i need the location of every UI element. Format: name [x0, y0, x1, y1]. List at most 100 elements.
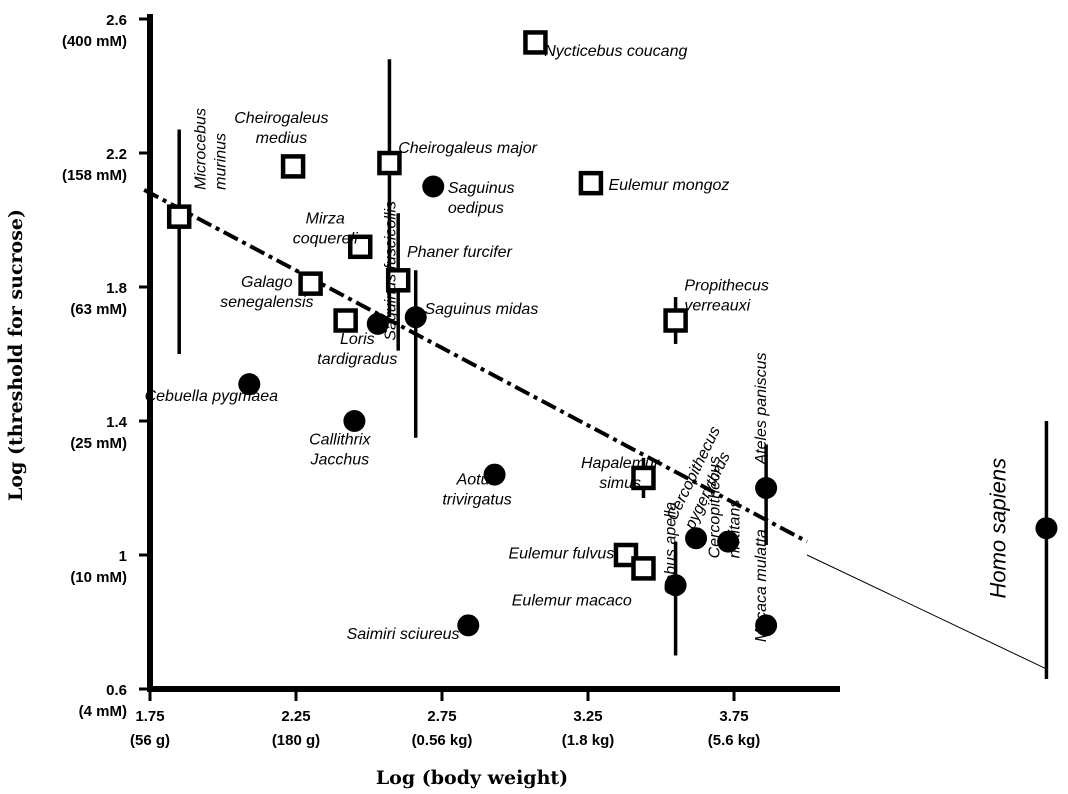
point-cercopithecus-nictitans: [717, 530, 740, 553]
label-line: murinus: [212, 133, 229, 190]
label-hapalemur-simus: Hapalemur simus: [581, 455, 660, 492]
label-line: oedipus: [448, 200, 504, 217]
point-microcebus-murinus: [166, 204, 192, 229]
point-cebuella-pygmaea: [238, 373, 261, 396]
label-line: Cercopithecus: [706, 456, 723, 558]
label-line: Macaca mulatta: [753, 529, 770, 642]
point-ateles-paniscus: [755, 477, 778, 499]
label-cebuella-pygmaea: Cebuella pygmaea: [145, 388, 279, 405]
label-eulemur-fulvus: Eulemur fulvus: [508, 545, 614, 562]
label-mirza-coquereli: Mirza coquereli: [293, 210, 358, 247]
y-tick-label: 2.2: [106, 146, 127, 163]
label-line: Cebus apella: [663, 502, 680, 596]
point-eulemur-macaco: [631, 556, 656, 581]
x-tick-label: 3.75: [719, 708, 748, 725]
label-line: verreauxi: [684, 297, 750, 314]
point-loris-tardigradus: [333, 308, 358, 333]
label-phaner-furcifer: Phaner furcifer: [407, 244, 513, 261]
label-line: Mirza: [306, 210, 345, 227]
label-cheirogaleus-medius: Cheirogaleus medius: [234, 110, 328, 147]
label-aotus-trivirgatus: Aotus trivirgatus: [442, 472, 511, 509]
y-tick-sublabel: (10 mM): [70, 569, 127, 586]
y-tick-label: 1.4: [106, 414, 128, 431]
label-line: Eulemur mongoz: [608, 177, 729, 194]
y-tick-label: 0.6: [106, 682, 127, 699]
label-line: medius: [256, 130, 308, 147]
label-line: tardigradus: [317, 351, 397, 368]
label-line: Loris: [340, 331, 375, 348]
label-macaca-mulatta: Macaca mulatta: [753, 529, 770, 642]
x-tick-sublabel: (1.8 kg): [562, 732, 615, 749]
point-eulemur-mongoz: [578, 170, 604, 196]
y-tick-sublabel: (158 mM): [62, 167, 127, 184]
label-saimiri-sciureus: Saimiri sciureus: [347, 626, 460, 643]
x-tick-sublabel: (0.56 kg): [412, 732, 473, 749]
label-eulemur-mongoz: Eulemur mongoz: [608, 177, 729, 194]
point-hapalemur-simus: [631, 465, 656, 491]
label-cercopithecus-nictitans: Cercopithecus nictitans: [706, 456, 743, 558]
tick-labels: 2.6 (400 mM) 2.2 (158 mM) 1.8 (63 mM) 1.4 (25 m…: [62, 12, 760, 749]
y-tick-label: 1.8: [106, 280, 127, 297]
label-line: Propithecus: [684, 277, 769, 294]
label-homo-sapiens: Homo sapiens: [986, 458, 1011, 599]
point-eulemur-fulvus: [613, 542, 639, 568]
x-tick-sublabel: (180 g): [272, 732, 320, 749]
point-phaner-furcifer: [385, 268, 411, 293]
point-cheirogaleus-medius: [280, 154, 306, 179]
label-line: Homo sapiens: [986, 458, 1011, 599]
label-line: Aotus: [456, 472, 498, 489]
x-tick-label: 2.75: [427, 708, 456, 725]
label-microcebus-murinus: Microcebus murinus: [192, 108, 229, 190]
label-saguinus-oedipus: Saguinus oedipus: [448, 180, 515, 217]
regression-lines: [143, 188, 1047, 670]
label-line: Saguinus: [448, 180, 515, 197]
point-cheirogaleus-major: [377, 150, 402, 176]
x-tick-label: 3.25: [573, 708, 602, 725]
label-line: coquereli: [293, 230, 358, 247]
label-propithecus-verreauxi: Propithecus verreauxi: [684, 277, 769, 314]
y-tick-sublabel: (400 mM): [62, 33, 127, 50]
y-tick-label: 2.6: [106, 12, 127, 29]
x-axis-title: Log (body weight): [376, 767, 568, 789]
point-homo-sapiens: [1035, 517, 1058, 540]
x-tick-label: 1.75: [135, 708, 164, 725]
axes: [139, 14, 840, 701]
label-line: nictitans: [726, 500, 743, 559]
label-line: Eulemur fulvus: [508, 545, 614, 562]
label-line: Ateles paniscus: [753, 352, 770, 465]
label-callithrix-jacchus: Callithrix Jacchus: [309, 431, 371, 468]
point-macaca-mulatta: [755, 614, 778, 637]
label-line: Nycticebus coucang: [544, 43, 687, 60]
point-saimiri-sciureus: [457, 614, 480, 637]
point-saguinus-fuscicollis: [366, 312, 389, 335]
point-saguinus-oedipus: [422, 175, 445, 198]
label-line: Jacchus: [309, 451, 369, 468]
x-tick-sublabel: (5.6 kg): [708, 732, 761, 749]
label-line: Saguinus fuscicollis: [382, 201, 399, 341]
point-galago-senegalensis: [298, 271, 323, 296]
label-saguinus-midas: Saguinus midas: [424, 301, 538, 318]
point-mirza-coquereli: [347, 234, 373, 260]
label-cheirogaleus-major: Cheirogaleus major: [398, 140, 537, 157]
point-cebus-apella: [664, 574, 687, 597]
point-aotus-trivirgatus: [483, 463, 506, 486]
point-callithrix-jacchus: [343, 410, 366, 432]
y-tick-sublabel: (25 mM): [70, 435, 127, 452]
point-propithecus-verreauxi: [663, 308, 688, 333]
label-line: Hapalemur: [581, 455, 660, 472]
regression-line: [143, 188, 808, 544]
label-eulemur-macaco: Eulemur macaco: [512, 592, 632, 609]
label-line: simus: [599, 475, 641, 492]
label-nycticebus-coucang: Nycticebus coucang: [544, 43, 687, 60]
y-tick-label: 1: [119, 548, 127, 565]
y-tick-sublabel: (63 mM): [70, 301, 127, 318]
point-cercopithecus-pygerythrus: [685, 527, 708, 550]
label-line: Galago: [241, 274, 293, 291]
label-line: Callithrix: [309, 431, 371, 448]
data-points: [166, 30, 1058, 679]
label-line: Saimiri sciureus: [347, 626, 460, 643]
label-line: Cheirogaleus: [234, 110, 328, 127]
point-saguinus-midas: [404, 306, 427, 329]
